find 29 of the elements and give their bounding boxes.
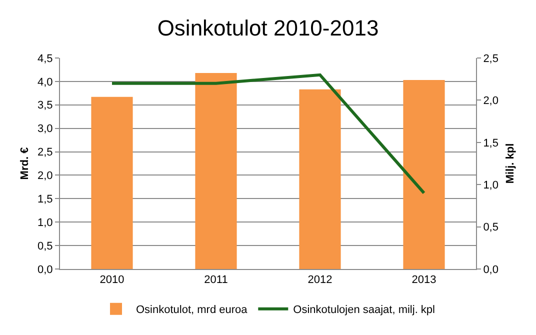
- y2-tick-label: 1,5: [483, 137, 498, 150]
- bar: [299, 89, 341, 269]
- y-tick-label: 2,5: [38, 146, 53, 159]
- x-tick-label: 2010: [100, 274, 124, 286]
- x-tick-label: 2012: [308, 274, 332, 286]
- legend-label: Osinkotulot, mrd euroa: [136, 304, 248, 316]
- y-tick-label: 0,5: [38, 240, 53, 252]
- y2-tick-label: 2,0: [483, 95, 498, 108]
- legend-label: Osinkotulojen saajat, milj. kpl: [293, 304, 435, 316]
- y-tick-label: 0,0: [38, 264, 53, 276]
- y2-tick-label: 0,0: [483, 264, 498, 276]
- y2-tick-label: 2,5: [483, 52, 498, 65]
- y-tick-label: 3,0: [38, 123, 53, 136]
- y-tick-label: 1,5: [38, 194, 53, 206]
- y-tick-label: 2,0: [38, 170, 53, 182]
- y2-tick-label: 0,5: [483, 222, 498, 234]
- chart-title: Osinkotulot 2010-2013: [157, 16, 379, 40]
- y-tick-label: 4,0: [38, 76, 53, 88]
- y-tick-label: 3,5: [38, 100, 53, 112]
- bar: [91, 96, 133, 269]
- y-axis-title: Mrd. €: [19, 147, 31, 180]
- y2-axis-title: Milj. kpl: [504, 143, 516, 184]
- bar: [195, 73, 237, 269]
- y2-tick-label: 1,0: [483, 179, 498, 192]
- x-tick-label: 2011: [204, 274, 228, 286]
- y-tick-label: 4,5: [38, 52, 53, 65]
- bar: [403, 80, 445, 269]
- y-tick-label: 1,0: [38, 216, 53, 229]
- x-tick-label: 2013: [412, 274, 436, 286]
